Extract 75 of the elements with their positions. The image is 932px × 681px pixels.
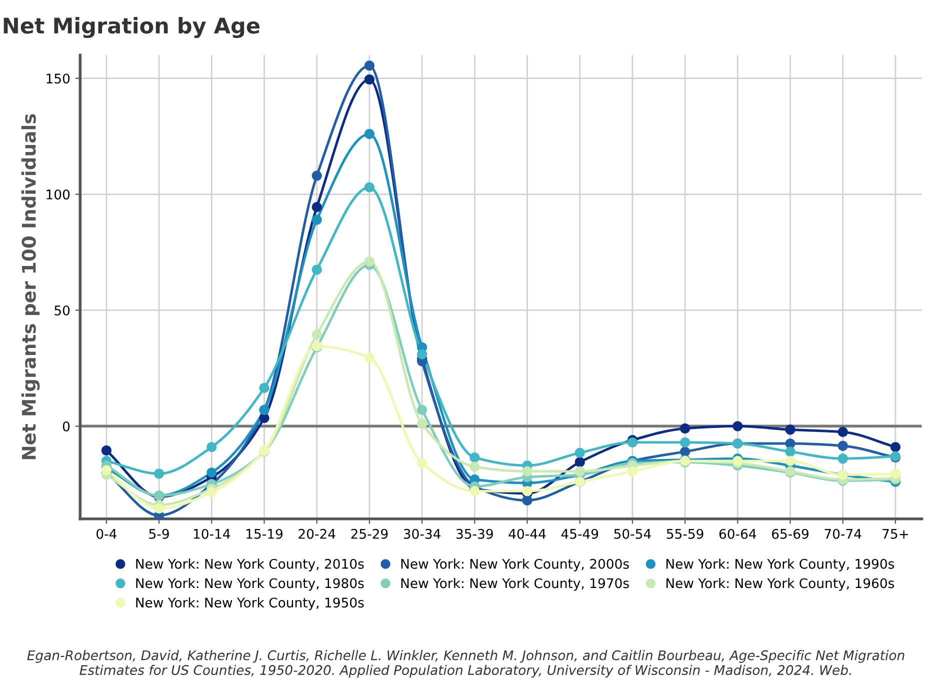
point — [785, 446, 796, 457]
point — [890, 442, 901, 452]
legend-label: New York: New York County, 2010s — [136, 558, 364, 572]
text: Egan-Robertson, David, Katherine J. Curtis, Richelle L. Winkler, Kenneth M. Johnson, and Caitlin Bourbeau, Age-Specific Net Migration Estimates for US Counties, 1950-2020. Applied Population Laboratory, University of Wisconsin - Madison, 2024. Web. — [27, 650, 904, 678]
x-tick-label: 75+ — [882, 529, 908, 539]
point — [627, 466, 638, 476]
y-tick-label: 150 — [46, 74, 70, 84]
point — [680, 423, 690, 434]
legend-label: New York: New York County, 1980s — [136, 578, 364, 591]
x-tick-label: 5-9 — [149, 528, 169, 539]
point — [838, 440, 848, 451]
point — [680, 437, 690, 448]
point — [101, 445, 112, 456]
point — [206, 467, 217, 478]
y-tick-label: 50 — [54, 305, 70, 316]
point — [259, 382, 270, 393]
point — [785, 456, 796, 466]
point — [312, 264, 322, 275]
point — [154, 468, 164, 479]
x-tick-label: 15-19 — [246, 528, 282, 539]
x-tick-label: 10-14 — [194, 528, 230, 539]
x-tick-label: 45-49 — [561, 528, 598, 539]
x-tick-label: 20-24 — [298, 528, 336, 539]
legend-label: New York: New York County, 1970s — [401, 578, 629, 591]
point — [574, 457, 585, 468]
point — [312, 202, 322, 212]
point — [838, 454, 848, 464]
point — [522, 495, 532, 506]
x-tick-label: 30-34 — [404, 528, 440, 539]
point — [522, 466, 532, 476]
point — [154, 503, 164, 514]
point — [364, 352, 375, 363]
point — [574, 448, 585, 458]
point — [364, 74, 375, 85]
x-tick-label: 55-59 — [666, 528, 704, 539]
point — [416, 458, 428, 468]
point — [470, 452, 480, 463]
point — [732, 456, 743, 466]
point — [732, 421, 743, 432]
point — [364, 128, 375, 140]
x-tick-label: 65-69 — [772, 528, 808, 539]
x-tick-label: 60-64 — [719, 528, 756, 539]
point — [312, 214, 322, 225]
point — [101, 465, 112, 476]
point — [364, 60, 375, 71]
point — [312, 170, 322, 181]
legend-label: New York: New York County, 2000s — [401, 558, 629, 572]
point — [890, 468, 901, 479]
x-tick-label: 25-29 — [351, 528, 388, 539]
point — [206, 442, 217, 452]
chart-title: Net Migration by Age — [4, 17, 260, 38]
point — [785, 424, 796, 435]
point — [838, 426, 848, 438]
point — [416, 349, 428, 360]
y-tick-label: 0 — [62, 421, 70, 432]
x-tick-label: 40-44 — [508, 528, 546, 539]
point — [364, 182, 375, 192]
y-tick-label: 100 — [46, 190, 70, 200]
x-tick-label: 35-39 — [456, 528, 493, 539]
legend-label: New York: New York County, 1990s — [666, 558, 894, 572]
point — [312, 329, 322, 340]
point — [470, 462, 480, 472]
y-axis-title: Net Migrants per 100 Individuals — [21, 114, 40, 460]
x-tick-label: 0-4 — [96, 528, 116, 539]
point — [574, 466, 585, 476]
point — [785, 438, 796, 449]
point — [416, 418, 428, 429]
point — [416, 404, 428, 416]
legend-label: New York: New York County, 1960s — [666, 578, 894, 591]
point — [364, 256, 375, 267]
legend-label: New York: New York County, 1950s — [136, 597, 364, 610]
point — [470, 486, 480, 496]
point — [206, 487, 217, 498]
x-tick-label: 70-74 — [824, 528, 862, 539]
x-tick-label: 50-54 — [614, 528, 651, 539]
